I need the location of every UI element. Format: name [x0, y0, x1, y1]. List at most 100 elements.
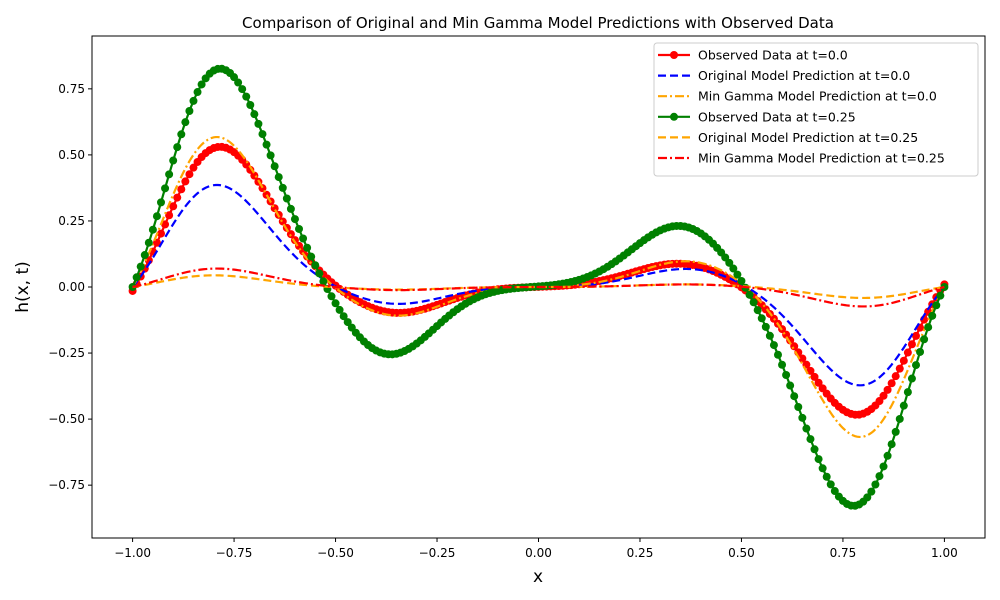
- data-point: [278, 183, 287, 192]
- data-point: [936, 291, 945, 300]
- data-point: [290, 215, 299, 224]
- data-point: [875, 472, 884, 481]
- data-point: [916, 347, 925, 356]
- y-tick-label: 0.00: [58, 280, 85, 294]
- data-point: [189, 96, 198, 105]
- data-point: [169, 202, 178, 211]
- data-point: [757, 314, 766, 323]
- data-point: [295, 224, 304, 233]
- data-point: [928, 311, 937, 320]
- data-point: [782, 371, 791, 380]
- y-axis-label: h(x, t): [13, 261, 33, 313]
- data-point: [907, 374, 916, 383]
- x-tick-label: −0.75: [216, 546, 253, 560]
- legend-marker: [670, 112, 678, 121]
- data-point: [932, 301, 941, 310]
- data-point: [157, 198, 165, 207]
- data-point: [144, 238, 153, 247]
- data-point: [169, 156, 178, 165]
- legend-label: Observed Data at t=0.0: [698, 48, 848, 63]
- data-point: [262, 140, 271, 149]
- data-point: [822, 472, 831, 481]
- legend-label: Original Model Prediction at t=0.25: [698, 130, 918, 145]
- data-point: [278, 217, 287, 226]
- data-point: [148, 225, 157, 234]
- data-point: [891, 372, 900, 381]
- y-tick-label: 0.25: [58, 214, 85, 228]
- data-point: [197, 80, 206, 89]
- data-point: [871, 480, 880, 489]
- legend-box: [653, 42, 979, 177]
- data-point: [899, 401, 908, 410]
- data-point: [806, 435, 815, 444]
- data-point: [177, 185, 186, 194]
- data-point: [867, 487, 876, 496]
- x-tick-label: 0.25: [627, 546, 654, 560]
- data-point: [266, 151, 275, 160]
- data-point: [173, 193, 182, 202]
- data-point: [165, 211, 174, 220]
- data-point: [152, 212, 161, 221]
- data-point: [798, 413, 807, 422]
- data-point: [737, 277, 746, 285]
- data-point: [161, 220, 170, 229]
- data-point: [185, 107, 194, 116]
- data-point: [761, 322, 770, 331]
- data-point: [177, 130, 186, 139]
- data-point: [887, 379, 896, 388]
- data-point: [282, 194, 291, 203]
- legend-label: Original Model Prediction at t=0.0: [698, 68, 910, 83]
- data-point: [810, 445, 819, 454]
- x-tick-label: 1.00: [931, 546, 958, 560]
- data-point: [331, 299, 340, 308]
- data-point: [274, 173, 283, 182]
- data-point: [749, 298, 758, 307]
- x-tick-label: −0.50: [317, 546, 354, 560]
- data-point: [319, 277, 328, 286]
- data-point: [725, 258, 734, 267]
- data-point: [181, 177, 190, 186]
- data-point: [912, 331, 920, 340]
- data-point: [173, 143, 182, 152]
- data-point: [315, 269, 324, 278]
- data-point: [818, 464, 827, 473]
- data-point: [794, 403, 803, 412]
- x-tick-label: 0.00: [525, 546, 552, 560]
- y-tick-label: −0.75: [48, 478, 85, 492]
- data-point: [879, 462, 888, 471]
- x-tick-label: 0.50: [728, 546, 755, 560]
- x-tick-label: 0.75: [830, 546, 857, 560]
- x-axis-label: x: [533, 567, 543, 587]
- data-point: [765, 331, 774, 340]
- data-point: [270, 162, 279, 171]
- data-point: [920, 335, 929, 344]
- data-point: [136, 262, 145, 271]
- data-point: [830, 487, 839, 496]
- data-point: [238, 85, 247, 94]
- data-point: [753, 306, 762, 315]
- plot-area: [128, 64, 949, 510]
- y-tick-label: 0.50: [58, 148, 85, 162]
- data-point: [895, 364, 904, 373]
- data-point: [769, 341, 778, 350]
- data-point: [786, 381, 795, 390]
- x-tick-label: −1.00: [114, 546, 151, 560]
- data-point: [887, 440, 896, 449]
- data-point: [733, 270, 742, 279]
- data-point: [250, 171, 259, 180]
- data-point: [290, 236, 299, 245]
- data-point: [903, 348, 912, 357]
- data-point: [895, 414, 904, 423]
- legend-label: Min Gamma Model Prediction at t=0.0: [698, 89, 937, 104]
- y-axis: −0.75 −0.50 −0.25 0.00 0.25 0.50 0.75: [48, 82, 92, 492]
- data-point: [806, 366, 815, 375]
- data-point: [773, 350, 782, 359]
- data-point: [814, 378, 823, 387]
- series-line-5: [132, 267, 945, 308]
- data-point: [286, 204, 295, 213]
- data-point: [912, 361, 920, 370]
- data-point: [161, 184, 170, 193]
- data-point: [745, 290, 754, 299]
- legend: Observed Data at t=0.0 Original Model Pre…: [653, 42, 979, 177]
